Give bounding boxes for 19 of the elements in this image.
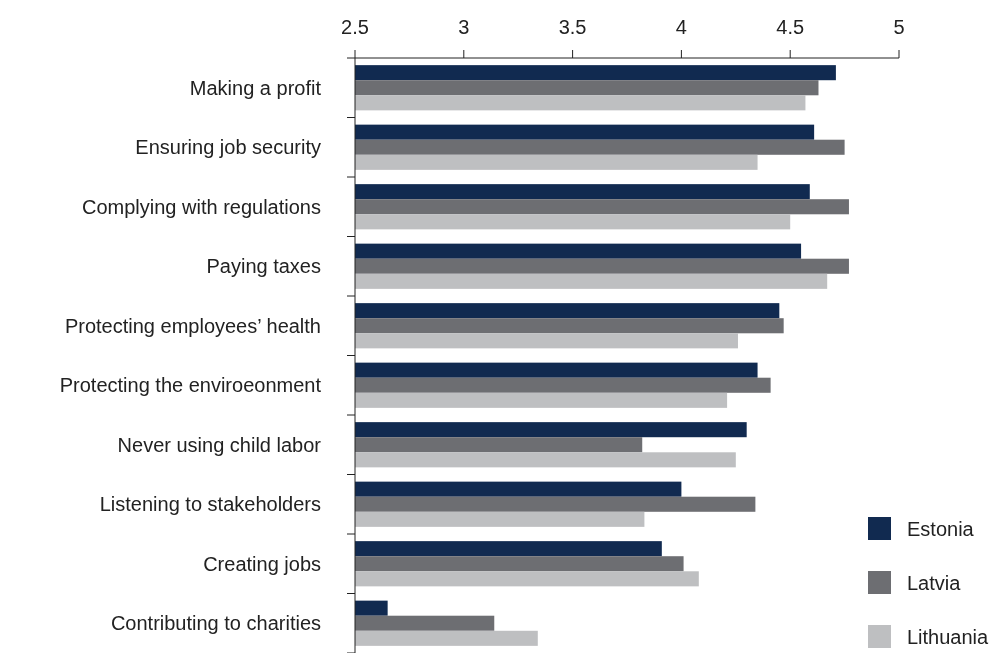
y-tick-label: Ensuring job security: [135, 136, 321, 159]
x-tick-label: 3.5: [558, 16, 587, 38]
y-tick-label: Protecting employees’ health: [64, 314, 321, 337]
legend-label: Lithuania: [907, 626, 990, 648]
y-tick-label: Making a profit: [189, 76, 322, 99]
y-tick-label: Creating jobs: [203, 552, 321, 575]
x-tick-label: 3: [458, 16, 470, 38]
x-tick-label: 5: [893, 16, 905, 38]
y-tick-label: Never using child labor: [117, 433, 322, 456]
y-tick-label: Contributing to charities: [110, 612, 321, 635]
x-tick-label: 4.5: [776, 16, 805, 38]
y-tick-label: Paying taxes: [206, 255, 321, 278]
y-tick-label: Complying with regulations: [81, 195, 321, 218]
y-tick-label: Protecting the enviroeonment: [59, 374, 322, 397]
x-tick-label: 2.5: [341, 16, 369, 38]
legend-label: Latvia: [907, 572, 962, 594]
legend-label: Estonia: [907, 518, 975, 540]
y-tick-label: Listening to stakeholders: [99, 493, 321, 516]
x-tick-label: 4: [675, 16, 687, 38]
